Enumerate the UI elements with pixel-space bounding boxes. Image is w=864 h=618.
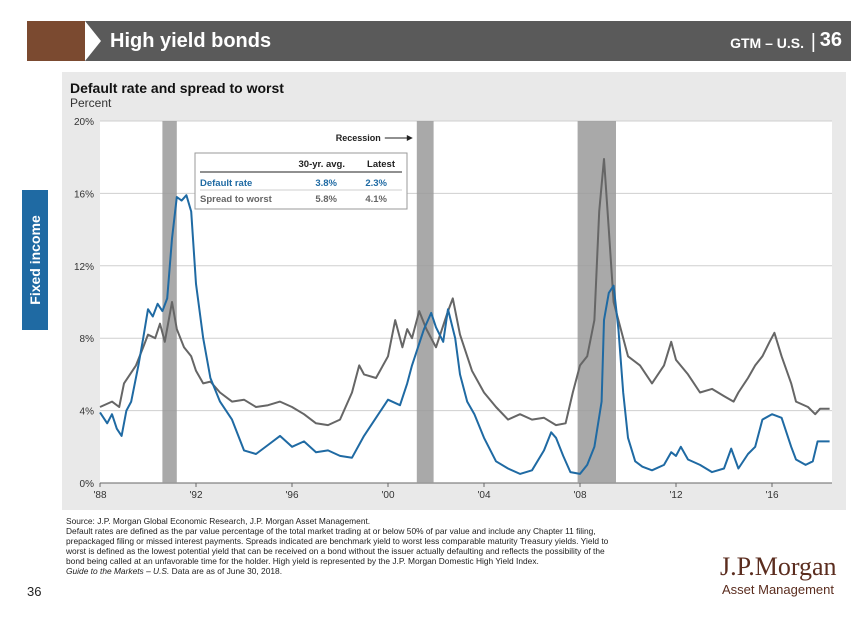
header-separator: | xyxy=(810,31,816,53)
y-tick-label: 4% xyxy=(80,407,95,418)
legend-row-latest: 2.3% xyxy=(365,178,387,189)
x-tick-label: '88 xyxy=(93,490,106,501)
y-tick-label: 8% xyxy=(80,334,95,345)
page-title: High yield bonds xyxy=(110,30,272,52)
series-line-spread-to-worst xyxy=(99,158,830,427)
x-tick-label: '92 xyxy=(189,490,202,501)
header-chevron xyxy=(85,21,101,61)
legend-row-avg: 5.8% xyxy=(315,194,337,205)
logo-subtitle: Asset Management xyxy=(722,582,835,597)
recession-bar xyxy=(577,121,616,483)
footnote-line: bond being called at an unfavorable time… xyxy=(66,556,539,566)
x-tick-label: '04 xyxy=(477,490,490,501)
footnote-line: worst is defined as the lowest potential… xyxy=(66,546,605,556)
y-tick-label: 12% xyxy=(74,262,94,273)
jpmorgan-logo: J.P.Morgan xyxy=(720,552,837,581)
guide-code: GTM – U.S. xyxy=(730,35,804,51)
footnote-guide-title: Guide to the Markets – U.S. xyxy=(66,566,170,576)
legend-header-avg: 30-yr. avg. xyxy=(299,159,345,170)
legend-table xyxy=(194,152,408,210)
footnote-line: prepackaged filing or missed interest pa… xyxy=(66,536,609,546)
page-number: 36 xyxy=(27,584,42,599)
header-accent xyxy=(27,21,85,61)
chart-title: Default rate and spread to worst xyxy=(70,80,284,96)
header-bar xyxy=(85,21,851,61)
footnote-guide: Guide to the Markets – U.S. Data are as … xyxy=(66,566,706,576)
footnote-source: Source: J.P. Morgan Global Economic Rese… xyxy=(66,516,371,526)
recession-label: Recession xyxy=(336,133,381,143)
chart: 0% 4% 8% 12% 16% 20% '88 '92 '96 '00 '04 '08 '12 '16 R… xyxy=(74,117,832,501)
footnote: Source: J.P. Morgan Global Economic Rese… xyxy=(66,516,706,576)
x-tick-label: '00 xyxy=(381,490,394,501)
legend-header-latest: Latest xyxy=(367,159,396,170)
footnote-guide-date: Data are as of June 30, 2018. xyxy=(169,566,283,576)
y-tick-label: 0% xyxy=(80,479,95,490)
legend-row-latest: 4.1% xyxy=(365,194,387,205)
legend-row-avg: 3.8% xyxy=(315,178,337,189)
footnote-line: Default rates are defined as the par val… xyxy=(66,526,596,536)
header-page-number: 36 xyxy=(819,29,842,51)
section-tab: Fixed income xyxy=(22,190,48,330)
x-tick-label: '96 xyxy=(285,490,298,501)
section-tab-label: Fixed income xyxy=(27,215,43,305)
series-line-default-rate xyxy=(99,194,830,475)
x-tick-label: '16 xyxy=(765,490,778,501)
chart-unit-label: Percent xyxy=(70,96,112,110)
y-tick-label: 16% xyxy=(74,189,94,200)
x-tick-label: '08 xyxy=(573,490,586,501)
recession-bar xyxy=(162,121,177,483)
x-tick-label: '12 xyxy=(669,490,682,501)
recession-arrow-head xyxy=(406,135,413,141)
recession-bar xyxy=(416,121,434,483)
legend-row-label: Spread to worst xyxy=(200,194,273,205)
legend-row-label: Default rate xyxy=(200,178,252,189)
y-tick-label: 20% xyxy=(74,117,94,128)
